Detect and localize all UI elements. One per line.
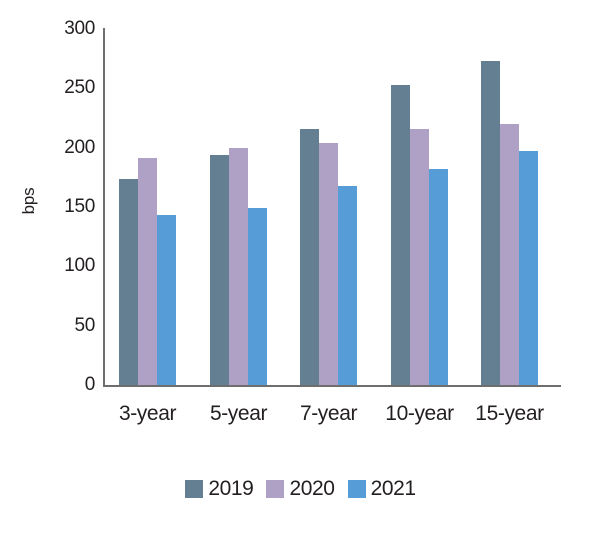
- bar-2019-3-year: [119, 179, 138, 385]
- legend-swatch-2019: [185, 480, 204, 498]
- legend-label: 2021: [370, 477, 417, 500]
- legend: 2019 2020 2021: [0, 477, 601, 500]
- x-axis-line: [103, 385, 561, 387]
- bar-2020-5-year: [229, 148, 248, 385]
- bar-2020-7-year: [319, 143, 338, 385]
- legend-item-2020: 2020: [266, 477, 335, 500]
- bar-2019-10-year: [391, 85, 410, 385]
- bar-2021-5-year: [248, 208, 267, 385]
- bar-2021-10-year: [429, 169, 448, 385]
- bar-2020-10-year: [410, 129, 429, 385]
- y-axis-tick-label: 250: [64, 77, 95, 99]
- legend-label: 2019: [208, 477, 254, 500]
- y-axis-tick-label: 50: [74, 314, 95, 336]
- legend-label: 2020: [289, 477, 335, 500]
- y-axis-tick-label: 100: [64, 255, 95, 277]
- y-axis-title: bps: [19, 187, 38, 215]
- bar-2020-3-year: [138, 158, 157, 385]
- y-axis-line: [103, 28, 105, 385]
- y-axis-tick-label: 300: [64, 18, 95, 39]
- bar-2019-7-year: [300, 129, 319, 385]
- y-axis-tick-label: 200: [64, 136, 95, 158]
- x-axis-category-label: 15-year: [475, 402, 544, 425]
- bar-2021-15-year: [519, 151, 538, 385]
- bar-2021-7-year: [338, 186, 357, 385]
- legend-item-2021: 2021: [347, 477, 417, 500]
- x-axis-category-label: 7-year: [299, 402, 358, 425]
- legend-item-2019: 2019: [185, 477, 254, 500]
- legend-swatch-2021: [347, 480, 366, 498]
- bar-2019-15-year: [481, 61, 500, 385]
- x-axis-category-label: 5-year: [209, 402, 268, 425]
- bar-2019-5-year: [210, 155, 229, 385]
- bar-2021-3-year: [157, 215, 176, 385]
- legend-swatch-2020: [266, 480, 285, 498]
- y-axis-tick-label: 0: [84, 374, 96, 395]
- x-axis-category-label: 10-year: [385, 402, 454, 425]
- bar-2020-15-year: [500, 124, 519, 385]
- x-axis-category-label: 3-year: [118, 402, 177, 425]
- y-axis-tick-label: 150: [64, 196, 95, 217]
